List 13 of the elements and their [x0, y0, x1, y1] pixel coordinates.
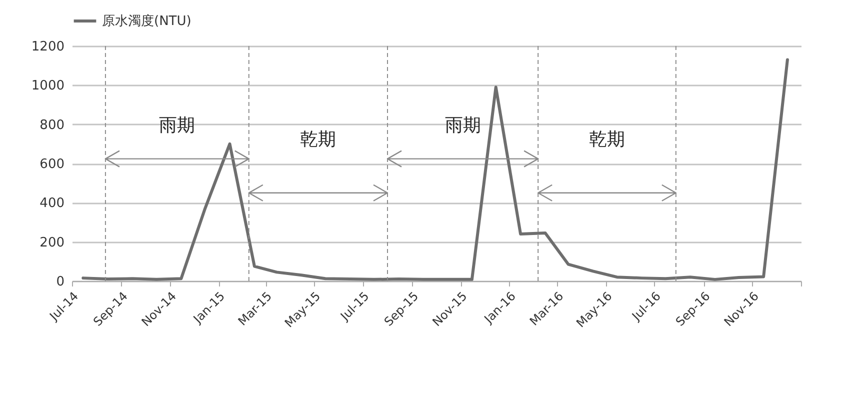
- annotation: 乾期: [300, 128, 336, 150]
- y-tick-label: 600: [40, 157, 64, 172]
- y-tick-label: 800: [40, 118, 64, 133]
- y-tick-label: 400: [40, 196, 64, 212]
- annotation: 雨期: [444, 114, 481, 136]
- legend-label: 原水濁度(NTU): [102, 13, 192, 29]
- annotation: 雨期: [159, 114, 196, 136]
- y-tick-label: 1200: [31, 40, 64, 54]
- y-tick-label: 1000: [31, 78, 64, 94]
- y-tick-label: 0: [56, 274, 64, 290]
- line-series: [82, 58, 789, 281]
- annotation: 乾期: [589, 128, 625, 150]
- y-tick-label: 200: [40, 235, 64, 250]
